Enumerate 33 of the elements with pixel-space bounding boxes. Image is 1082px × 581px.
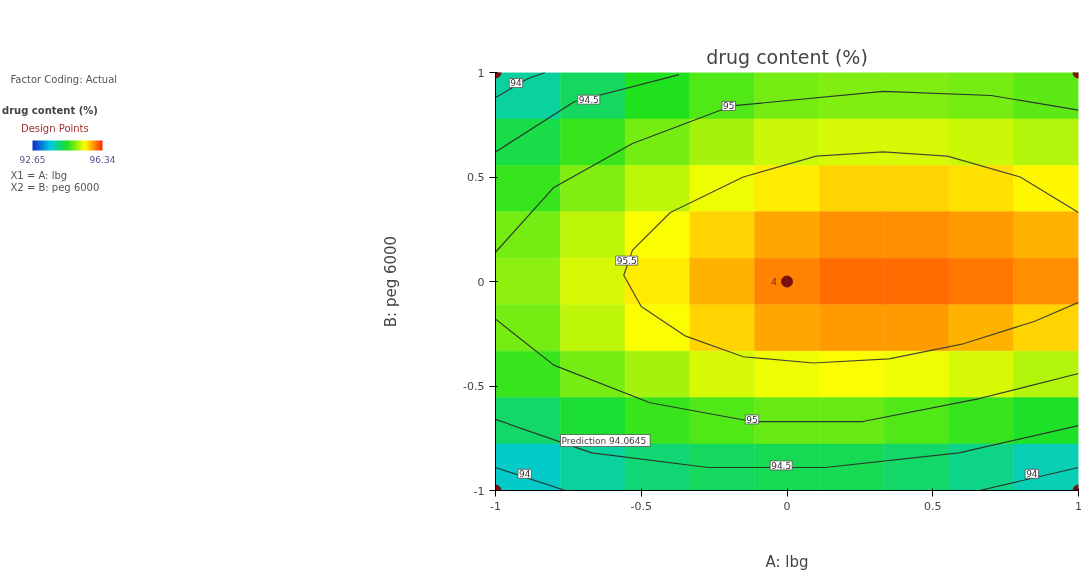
annotation: 95 xyxy=(746,414,758,425)
text: Design Points xyxy=(21,122,90,134)
annotation: 4 xyxy=(771,277,778,287)
line-series xyxy=(495,90,1079,253)
x-tick-label: 1 xyxy=(1075,499,1082,513)
annotation: 94.5 xyxy=(578,95,599,106)
annotation: 94 xyxy=(510,78,522,89)
text: Factor Coding: Actual xyxy=(10,74,118,86)
text: X1 = A: lbg xyxy=(10,169,68,181)
y-tick-label: -1 xyxy=(473,484,485,498)
line-series xyxy=(495,418,1079,469)
text: X2 = B: peg 6000 xyxy=(10,182,100,194)
y-tick-label: 0 xyxy=(477,275,485,289)
color-bar-label: 96.34 xyxy=(89,154,116,165)
x-tick-label: 0 xyxy=(783,499,791,513)
y-tick-label: -0.5 xyxy=(463,380,485,393)
color-bar-label: 92.65 xyxy=(19,154,46,165)
annotation: 94 xyxy=(1026,469,1038,480)
annotation: 94.5 xyxy=(771,460,792,471)
y-tick-label: 1 xyxy=(477,66,485,80)
x-tick-label: 0.5 xyxy=(924,499,942,513)
y-axis-title: B: peg 6000 xyxy=(382,235,401,328)
legend-title: drug content (%) xyxy=(2,105,99,116)
x-axis-title: A: lbg xyxy=(765,552,809,571)
line-series xyxy=(495,318,1079,423)
annotation: 95 xyxy=(722,101,735,112)
x-tick-label: -1 xyxy=(490,499,501,513)
x-tick-label: -0.5 xyxy=(630,499,652,513)
annotation: 95.5 xyxy=(616,256,637,267)
y-tick-label: 0.5 xyxy=(467,171,485,184)
annotation: Prediction 94.0645 xyxy=(561,435,647,446)
annotation: 94 xyxy=(518,469,531,480)
chart-title: drug content (%) xyxy=(706,45,868,68)
